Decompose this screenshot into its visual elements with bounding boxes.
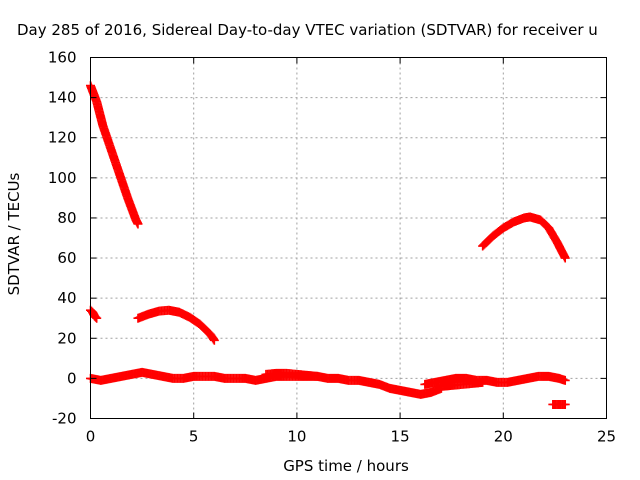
y-tick-label: 80 — [57, 209, 76, 227]
data-series-segment — [86, 305, 102, 323]
data-series-segment — [548, 399, 570, 409]
data-point — [209, 334, 219, 344]
data-series-segment — [133, 305, 219, 345]
y-tick-label: 60 — [57, 249, 76, 267]
data-point — [91, 312, 101, 322]
data-point — [92, 313, 102, 323]
chart-title: Day 285 of 2016, Sidereal Day-to-day VTE… — [17, 21, 598, 39]
y-tick-label: 120 — [48, 129, 77, 147]
data-points — [86, 81, 570, 409]
y-axis-label: SDTVAR / TECUs — [5, 172, 23, 295]
x-axis-label: GPS time / hours — [283, 457, 409, 475]
data-point — [90, 311, 100, 321]
x-tick-label: 0 — [86, 428, 96, 446]
data-series-segment — [436, 377, 488, 391]
x-tick-label: 25 — [597, 428, 616, 446]
data-point — [560, 399, 570, 409]
data-point — [313, 371, 323, 381]
x-tick-label: 20 — [494, 428, 513, 446]
y-tick-label: 160 — [48, 49, 77, 67]
data-point — [560, 253, 570, 263]
data-series-segment — [478, 212, 570, 263]
data-series-segment — [86, 81, 143, 229]
plot-frame — [90, 57, 607, 419]
y-tick-label: 40 — [57, 289, 76, 307]
y-tick-label: 100 — [48, 169, 77, 187]
x-tick-label: 10 — [287, 428, 306, 446]
gridlines — [90, 57, 607, 419]
data-series-segment — [261, 368, 323, 381]
y-tick-label: -20 — [52, 410, 77, 428]
data-point — [560, 375, 570, 385]
x-tick-label: 5 — [189, 428, 199, 446]
data-point — [133, 219, 143, 229]
y-tick-label: 140 — [48, 89, 77, 107]
axis-ticks: 0 5 10 15 20 25 -20 0 20 40 60 80 100 120 140 160 — [48, 49, 616, 446]
y-tick-label: 0 — [67, 369, 77, 387]
x-tick-label: 15 — [391, 428, 410, 446]
y-tick-label: 20 — [57, 329, 76, 347]
data-point — [478, 377, 488, 387]
data-point — [209, 335, 219, 345]
data-series-segment — [86, 367, 446, 399]
